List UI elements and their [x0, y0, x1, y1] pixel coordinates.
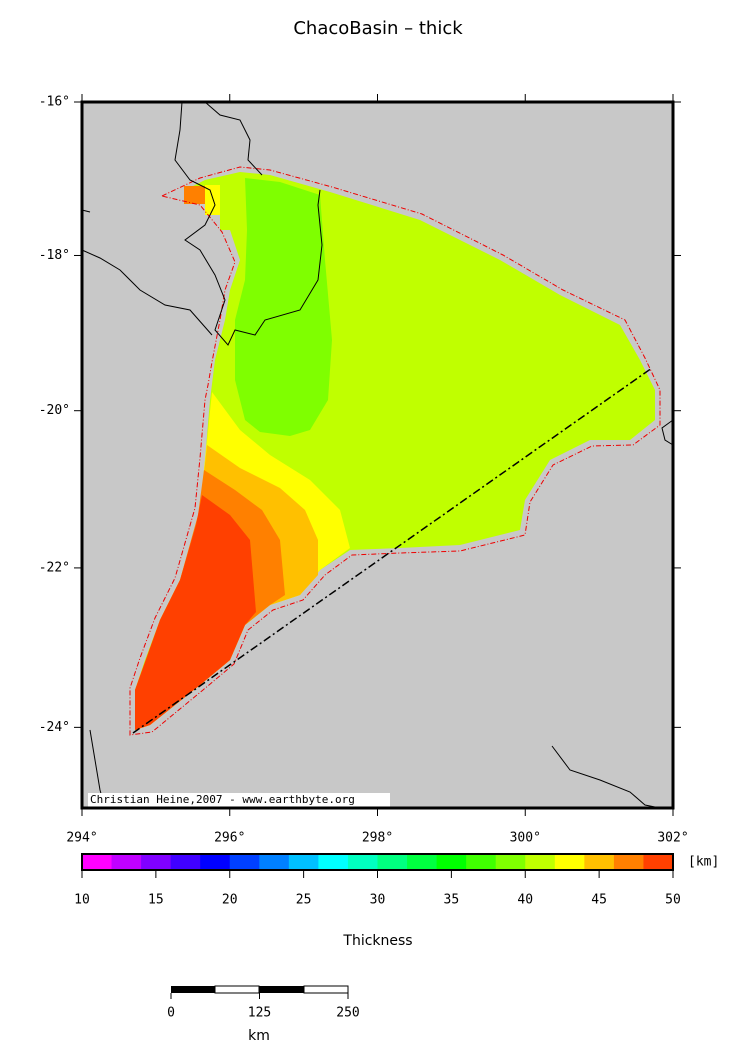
- colorbar-tick-label: 25: [296, 893, 312, 908]
- lat-tick-label: -20°: [39, 403, 70, 418]
- scale-segment: [259, 986, 304, 993]
- lat-tick-label: -16°: [39, 95, 70, 110]
- colorbar-segment: [436, 854, 467, 870]
- colorbar-tick-label: 50: [665, 893, 681, 908]
- scale-tick-label: 0: [167, 1006, 175, 1021]
- colorbar-tick-label: 20: [222, 893, 238, 908]
- colorbar-segment: [82, 854, 113, 870]
- colorbar-segment: [229, 854, 260, 870]
- lat-tick-label: -18°: [39, 248, 70, 263]
- scale-segment: [303, 985, 349, 994]
- colorbar: [81, 853, 674, 878]
- colorbar-segment: [318, 854, 349, 870]
- thickness-field: [129, 166, 661, 736]
- colorbar-segment: [613, 854, 644, 870]
- lon-tick-label: 300°: [510, 831, 541, 846]
- colorbar-segment: [259, 854, 290, 870]
- credit-box: [88, 793, 390, 807]
- border: [81, 249, 213, 336]
- scale-tick-label: 250: [336, 1006, 359, 1021]
- lat-tick-label: -24°: [39, 720, 70, 735]
- border: [174, 101, 323, 346]
- colorbar-segment: [347, 854, 378, 870]
- scale-tick-label: 125: [248, 1006, 271, 1021]
- region-40: [220, 180, 245, 230]
- colorbar-tick-label: 10: [74, 893, 90, 908]
- region-38: [235, 178, 332, 436]
- colorbar-segment: [643, 854, 674, 870]
- region-44: [205, 185, 220, 215]
- colorbar-tick-label: 30: [370, 893, 386, 908]
- colorbar-segment: [554, 854, 585, 870]
- lon-tick-label: 298°: [362, 831, 393, 846]
- lon-tick-label: 302°: [657, 831, 688, 846]
- colorbar-tick-label: 45: [591, 893, 607, 908]
- colorbar-unit: [km]: [688, 855, 719, 870]
- colorbar-segment: [111, 854, 142, 870]
- lon-tick-label: 294°: [66, 831, 97, 846]
- coastlines: [81, 101, 674, 809]
- border: [661, 419, 674, 446]
- lon-tick-label: 296°: [214, 831, 245, 846]
- cross-section-line: [132, 367, 653, 734]
- scale-unit: km: [248, 1028, 270, 1044]
- colorbar-segment: [525, 854, 556, 870]
- colorbar-tick-label: 35: [444, 893, 460, 908]
- colorbar-segment: [200, 854, 231, 870]
- colorbar-tick-label: 15: [148, 893, 164, 908]
- lat-tick-label: -22°: [39, 560, 70, 575]
- colorbar-segment: [288, 854, 319, 870]
- region-50: [135, 495, 256, 730]
- border: [551, 745, 661, 809]
- title: ChacoBasin – thick: [293, 18, 463, 39]
- scale-segment: [171, 986, 215, 993]
- scale-segment: [214, 985, 260, 994]
- basin-outline: [129, 166, 661, 736]
- colorbar-segment: [407, 854, 438, 870]
- colorbar-segment: [466, 854, 497, 870]
- colorbar-segment: [495, 854, 526, 870]
- credit: Christian Heine,2007 - www.earthbyte.org: [90, 793, 355, 806]
- colorbar-segment: [377, 854, 408, 870]
- colorbar-tick-label: 40: [517, 893, 533, 908]
- scale-bar: [171, 985, 349, 994]
- colorbar-segment: [170, 854, 201, 870]
- colorbar-label: Thickness: [342, 933, 412, 949]
- colorbar-segment: [141, 854, 172, 870]
- colorbar-segment: [584, 854, 615, 870]
- border: [204, 101, 263, 176]
- region-48: [184, 186, 205, 204]
